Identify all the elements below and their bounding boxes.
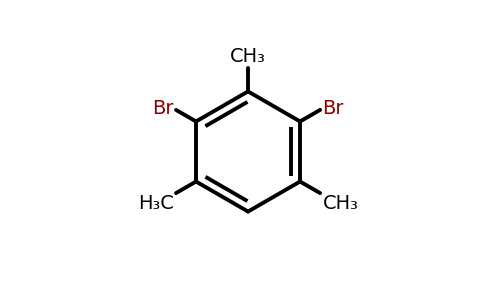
- Text: Br: Br: [152, 99, 174, 118]
- Text: CH₃: CH₃: [230, 46, 266, 66]
- Text: Br: Br: [322, 99, 344, 118]
- Text: H₃C: H₃C: [138, 194, 174, 214]
- Text: CH₃: CH₃: [322, 194, 358, 214]
